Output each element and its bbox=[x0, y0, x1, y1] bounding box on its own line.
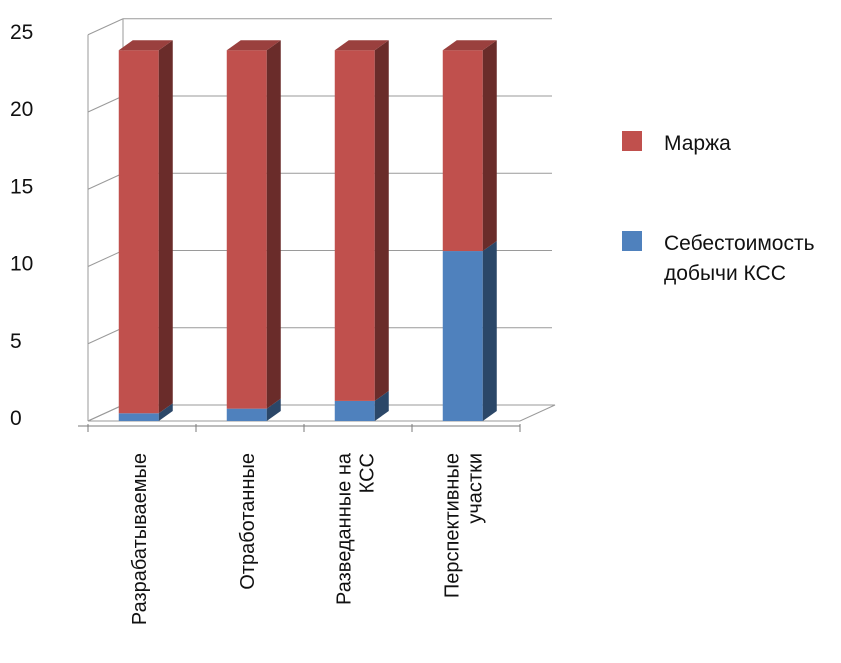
x-tick-label: Разрабатываемые bbox=[129, 453, 151, 625]
side-wall-line bbox=[87, 18, 124, 36]
side-wall-line bbox=[87, 95, 124, 113]
bar-segment-side bbox=[158, 403, 173, 421]
bar-segment-side bbox=[482, 241, 497, 421]
y-tick-label: 0 bbox=[10, 407, 22, 430]
bar-top bbox=[226, 40, 281, 51]
bar-top bbox=[334, 40, 389, 51]
x-tick-label: Перспективные bbox=[441, 453, 463, 598]
bar-segment-front bbox=[226, 408, 267, 421]
x-tick-label: Разведанные на bbox=[333, 452, 355, 605]
bar-segment-side bbox=[266, 398, 281, 421]
x-tick-label: участки bbox=[464, 453, 486, 524]
bar-segment-front bbox=[442, 251, 483, 421]
bar-segment-front bbox=[226, 50, 267, 409]
legend-swatch bbox=[622, 131, 642, 151]
y-tick-label: 25 bbox=[10, 21, 33, 44]
y-tick-label: 15 bbox=[10, 175, 33, 198]
legend-swatch bbox=[622, 231, 642, 251]
y-axis: 0 5 10 15 20 25 bbox=[10, 21, 33, 430]
legend-label: добычи КСС bbox=[664, 262, 786, 285]
chart-floor bbox=[87, 404, 556, 422]
bar-segment-side bbox=[374, 390, 389, 421]
chart-legend: Маржа Себестоимость добычи КСС bbox=[622, 131, 815, 285]
bar-segment-side bbox=[266, 40, 281, 409]
bar-segment-side bbox=[482, 40, 497, 252]
y-tick-label: 10 bbox=[10, 253, 33, 276]
side-wall-line bbox=[87, 327, 124, 345]
x-tick-label: Отработанные bbox=[237, 453, 259, 590]
bar-top bbox=[118, 40, 173, 51]
chart-bars bbox=[118, 40, 497, 421]
legend-label: Себестоимость bbox=[664, 232, 815, 255]
x-tick-label: КСС bbox=[356, 453, 378, 493]
side-wall-line bbox=[87, 172, 124, 190]
bar-segment-side bbox=[158, 40, 173, 414]
bar-segment-front bbox=[334, 400, 375, 421]
bar-top bbox=[442, 40, 497, 51]
bar-segment-front bbox=[118, 50, 159, 414]
bar-segment-front bbox=[118, 413, 159, 421]
y-tick-label: 20 bbox=[10, 98, 33, 121]
bar-segment-front bbox=[442, 50, 483, 252]
bar-segment-front bbox=[334, 50, 375, 401]
legend-label: Маржа bbox=[664, 132, 731, 155]
y-tick-label: 5 bbox=[10, 330, 22, 353]
bar-segment-side bbox=[374, 40, 389, 401]
side-wall-line bbox=[87, 250, 124, 267]
x-axis: Разрабатываемые Отработанные Разведанные н… bbox=[78, 424, 521, 625]
